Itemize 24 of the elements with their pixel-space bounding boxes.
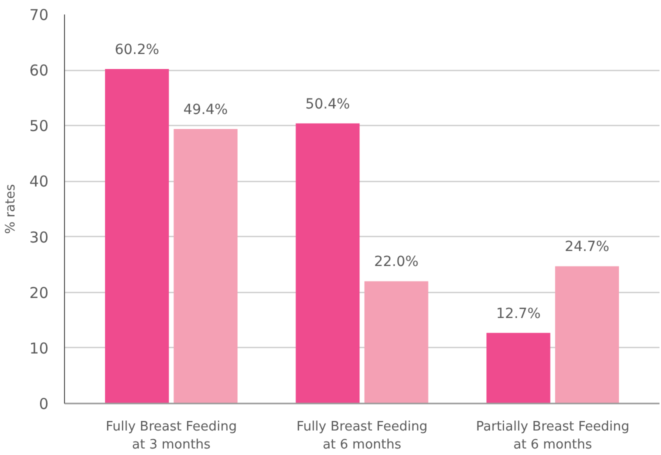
bar	[174, 128, 238, 404]
bar	[364, 281, 428, 404]
x-tick-label: Fully Breast Feeding at 3 months	[106, 420, 237, 452]
y-tick-label: 70	[29, 6, 49, 24]
y-tick-label: 30	[29, 228, 49, 246]
y-axis-title: % rates	[3, 184, 18, 234]
y-tick-label: 20	[29, 284, 49, 302]
x-tick-label: Fully Breast Feeding at 6 months	[296, 420, 428, 452]
data-label: 60.2%	[114, 42, 160, 58]
y-tick-label: 0	[38, 395, 49, 413]
bar	[296, 123, 360, 404]
data-label: 24.7%	[564, 239, 610, 256]
y-tick-label: 60	[29, 62, 49, 80]
bar	[105, 68, 169, 404]
bar	[486, 332, 550, 404]
x-tick-label: Partially Breast Feeding at 6 months	[476, 420, 630, 452]
data-label: 49.4%	[183, 102, 228, 118]
data-label: 50.4%	[305, 96, 350, 112]
y-tick-label: 40	[29, 172, 49, 191]
bar	[555, 266, 619, 404]
data-label: 22.0%	[374, 254, 419, 270]
data-label: 12.7%	[496, 306, 541, 322]
y-tick-label: 50	[29, 117, 49, 136]
y-tick-label: 10	[29, 339, 49, 358]
